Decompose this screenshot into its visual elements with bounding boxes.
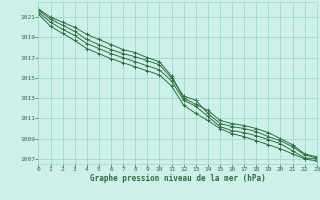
- X-axis label: Graphe pression niveau de la mer (hPa): Graphe pression niveau de la mer (hPa): [90, 174, 266, 183]
